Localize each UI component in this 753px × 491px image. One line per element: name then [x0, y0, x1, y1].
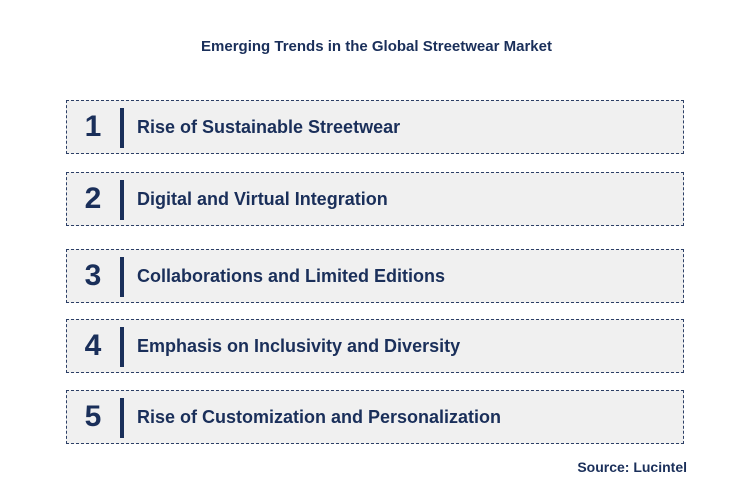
- divider-bar: [120, 108, 124, 148]
- trend-row-2: 2 Digital and Virtual Integration: [66, 172, 684, 226]
- divider-bar: [120, 327, 124, 367]
- trend-label: Collaborations and Limited Editions: [137, 265, 446, 286]
- divider-bar: [120, 180, 124, 220]
- trend-number: 5: [84, 400, 102, 433]
- diagram-title: Emerging Trends in the Global Streetwear…: [201, 38, 552, 55]
- trend-number: 2: [84, 182, 102, 215]
- trend-row-3: 3 Collaborations and Limited Editions: [66, 249, 684, 303]
- trend-label: Rise of Customization and Personalizatio…: [137, 406, 502, 427]
- trend-row-5: 5 Rise of Customization and Personalizat…: [66, 390, 684, 444]
- trend-label: Digital and Virtual Integration: [137, 188, 388, 209]
- trend-number: 1: [84, 110, 102, 143]
- divider-bar: [120, 398, 124, 438]
- trend-number: 3: [84, 259, 102, 292]
- source-note: Source: Lucintel: [577, 459, 687, 475]
- trend-row-4: 4 Emphasis on Inclusivity and Diversity: [66, 319, 684, 373]
- divider-bar: [120, 257, 124, 297]
- trend-label: Emphasis on Inclusivity and Diversity: [137, 335, 461, 356]
- trend-label: Rise of Sustainable Streetwear: [137, 116, 401, 137]
- trend-row-1: 1 Rise of Sustainable Streetwear: [66, 100, 684, 154]
- trend-number: 4: [84, 329, 102, 362]
